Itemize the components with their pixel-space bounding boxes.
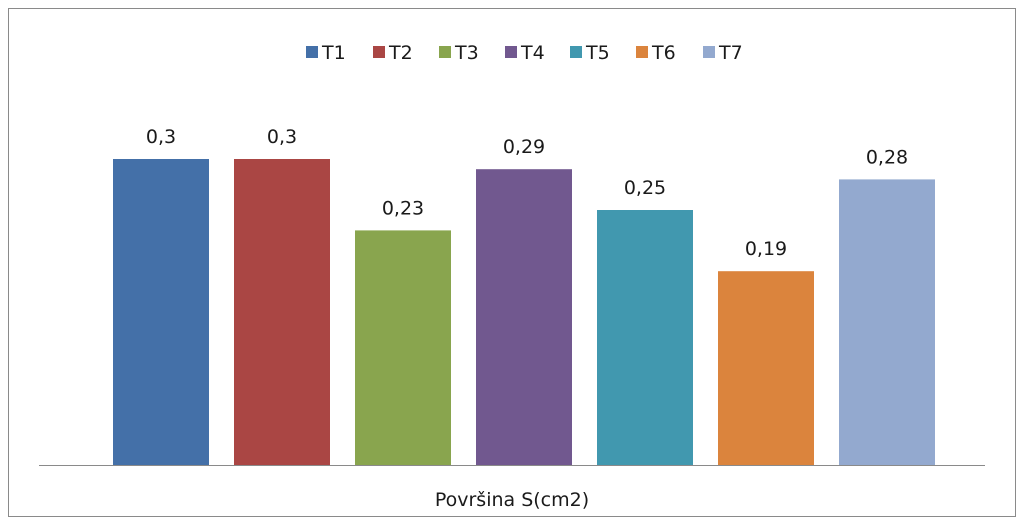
data-label-t6: 0,19 — [745, 238, 787, 260]
legend-swatch-t1 — [306, 46, 318, 58]
bar-chart: T1 T2 T3 T4 T5 T6 T7 0,3 0,3 0,23 0,29 0,25 0,19 0,2… — [39, 42, 985, 511]
legend-label-t5: T5 — [585, 42, 610, 64]
legend-swatch-t3 — [439, 46, 451, 58]
data-label-t2: 0,3 — [267, 126, 297, 148]
chart-area: T1 T2 T3 T4 T5 T6 T7 0,3 0,3 0,23 0,29 0,25 0,19 0,2… — [8, 8, 1016, 517]
legend-label-t4: T4 — [520, 42, 545, 64]
bar-t4 — [476, 169, 572, 465]
bar-t6 — [718, 271, 814, 465]
bar-t1 — [113, 159, 209, 465]
data-label-t3: 0,23 — [382, 197, 424, 219]
data-label-t4: 0,29 — [503, 136, 545, 158]
legend-label-t6: T6 — [651, 42, 676, 64]
legend-label-t3: T3 — [454, 42, 479, 64]
x-axis-label: Površina S(cm2) — [435, 489, 589, 511]
legend-swatch-t5 — [570, 46, 582, 58]
data-label-t7: 0,28 — [866, 146, 908, 168]
bar-t7 — [839, 179, 935, 465]
legend-swatch-t6 — [636, 46, 648, 58]
data-labels-group: 0,3 0,3 0,23 0,29 0,25 0,19 0,28 — [146, 126, 908, 260]
legend-swatch-t2 — [373, 46, 385, 58]
legend-label-t1: T1 — [321, 42, 346, 64]
legend-swatch-t7 — [703, 46, 715, 58]
data-label-t5: 0,25 — [624, 177, 666, 199]
bars-group — [113, 159, 935, 465]
legend-swatch-t4 — [505, 46, 517, 58]
legend-label-t2: T2 — [388, 42, 413, 64]
data-label-t1: 0,3 — [146, 126, 176, 148]
legend: T1 T2 T3 T4 T5 T6 T7 — [306, 42, 743, 64]
bar-t2 — [234, 159, 330, 465]
legend-label-t7: T7 — [718, 42, 743, 64]
bar-t5 — [597, 210, 693, 465]
bar-t3 — [355, 230, 451, 465]
